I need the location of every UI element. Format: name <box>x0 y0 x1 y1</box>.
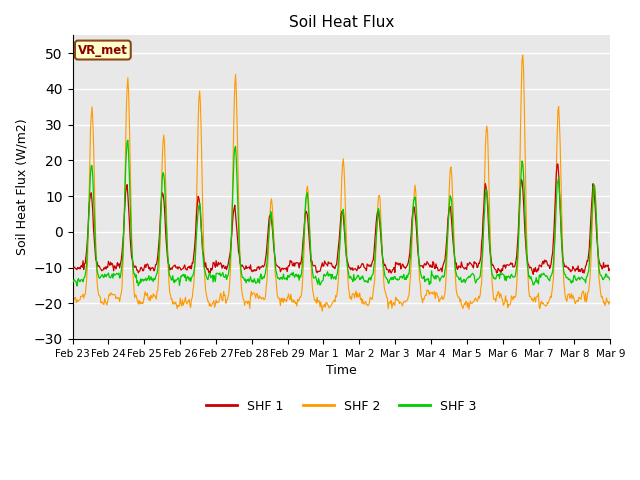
Legend: SHF 1, SHF 2, SHF 3: SHF 1, SHF 2, SHF 3 <box>201 395 481 418</box>
Y-axis label: Soil Heat Flux (W/m2): Soil Heat Flux (W/m2) <box>15 119 28 255</box>
X-axis label: Time: Time <box>326 364 356 377</box>
Text: VR_met: VR_met <box>78 44 128 57</box>
Title: Soil Heat Flux: Soil Heat Flux <box>289 15 394 30</box>
